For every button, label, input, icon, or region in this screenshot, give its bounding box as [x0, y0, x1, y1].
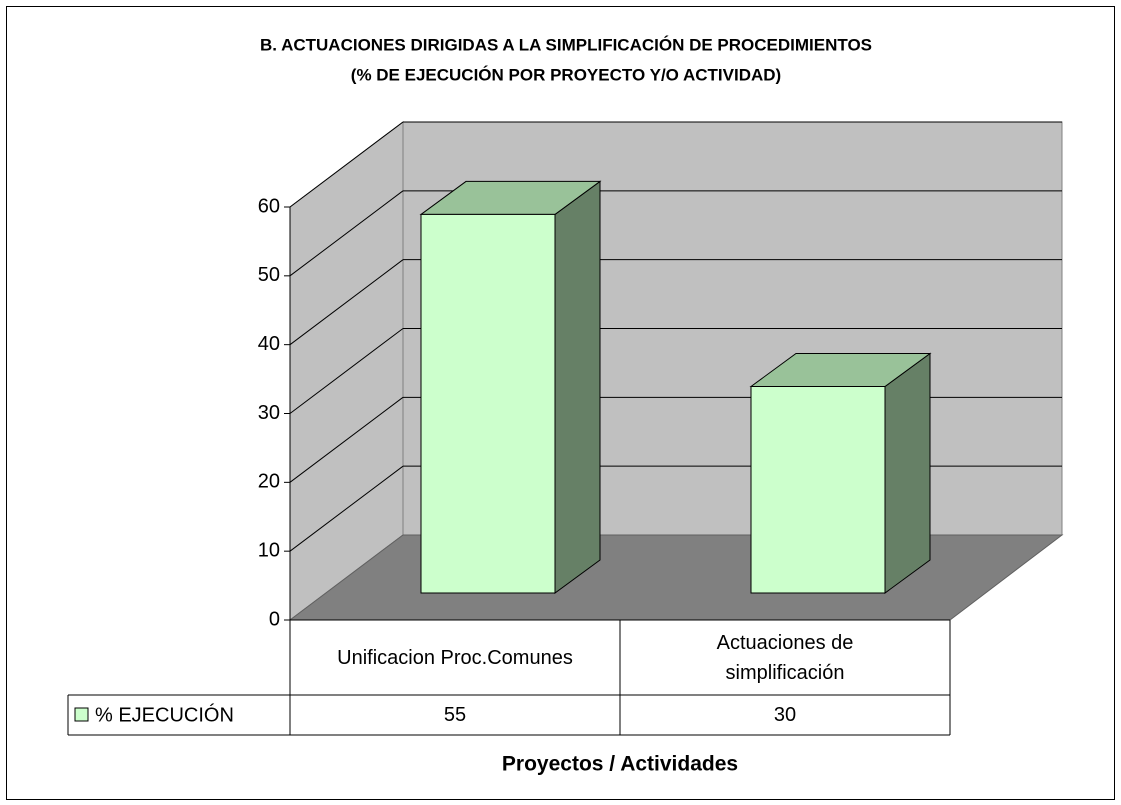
data-table-value-text: 55 [443, 704, 467, 726]
grid-line [289, 121, 404, 208]
chart-title: B. ACTUACIONES DIRIGIDAS A LA SIMPLIFICA… [260, 35, 872, 54]
grid-line [289, 190, 404, 277]
y-tick-label: 20 [258, 471, 280, 493]
chart-subtitle: (% DE EJECUCIÓN POR PROYECTO Y/O ACTIVID… [351, 65, 781, 84]
y-tick-label: 30 [258, 402, 280, 424]
x-tick-label: Actuaciones de simplificación [620, 620, 950, 695]
bar [420, 213, 556, 594]
x-tick-label: Unificacion Proc.Comunes [290, 620, 620, 695]
y-tick-label: 40 [258, 333, 280, 355]
data-table-value: 30 [620, 695, 950, 735]
data-table-value: 55 [290, 695, 620, 735]
x-tick-label-text: Unificacion Proc.Comunes [337, 646, 573, 669]
bar-side [884, 352, 931, 594]
legend-swatch [74, 707, 89, 722]
grid-line [289, 328, 404, 414]
x-axis-label: Proyectos / Actividades [502, 753, 738, 776]
y-tick-label: 0 [269, 608, 280, 630]
floor [288, 534, 1064, 621]
x-tick-label-text: Actuaciones de simplificación [716, 631, 854, 684]
data-table-value-text: 30 [773, 704, 797, 726]
y-tick-label: 10 [258, 539, 280, 561]
legend-label: % EJECUCIÓN [95, 703, 234, 726]
grid-line [289, 396, 404, 483]
grid-line [289, 259, 404, 346]
bar [750, 386, 886, 594]
bar-side [554, 180, 601, 594]
y-tick-label: 60 [258, 195, 280, 217]
grid-line [289, 465, 404, 552]
y-tick-label: 50 [258, 264, 280, 286]
